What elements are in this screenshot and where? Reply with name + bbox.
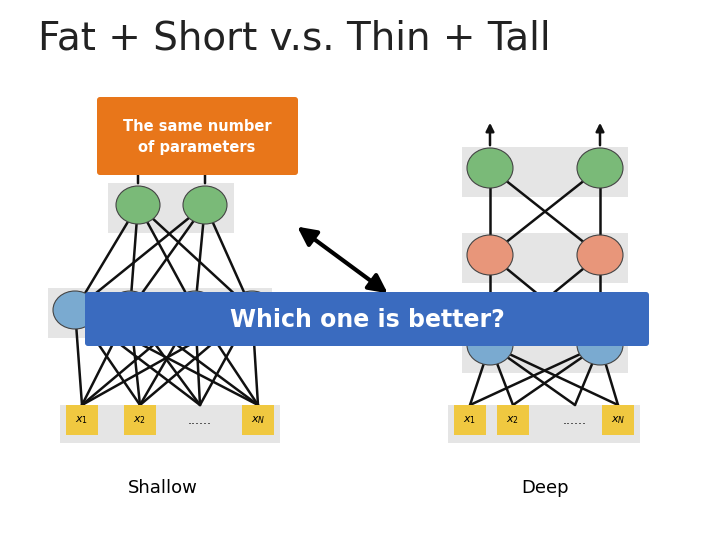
Ellipse shape bbox=[577, 235, 623, 275]
Text: $x_1$: $x_1$ bbox=[76, 414, 89, 426]
Text: $x_N$: $x_N$ bbox=[251, 414, 265, 426]
Bar bbox=[108, 183, 234, 233]
Bar bbox=[462, 323, 628, 373]
Ellipse shape bbox=[230, 291, 274, 329]
Text: The same number
of parameters: The same number of parameters bbox=[122, 119, 271, 155]
Bar bbox=[60, 405, 280, 443]
Text: Shallow: Shallow bbox=[128, 479, 198, 497]
Bar bbox=[242, 405, 274, 435]
Text: Deep: Deep bbox=[521, 479, 569, 497]
Bar bbox=[462, 147, 628, 197]
Ellipse shape bbox=[467, 325, 513, 365]
Text: $x_2$: $x_2$ bbox=[506, 414, 520, 426]
Bar bbox=[454, 405, 486, 435]
Ellipse shape bbox=[108, 291, 152, 329]
Ellipse shape bbox=[467, 235, 513, 275]
Text: Fat + Short v.s. Thin + Tall: Fat + Short v.s. Thin + Tall bbox=[38, 19, 551, 57]
Bar bbox=[66, 405, 98, 435]
FancyBboxPatch shape bbox=[97, 97, 298, 175]
Bar bbox=[462, 233, 628, 283]
Ellipse shape bbox=[577, 148, 623, 188]
Bar bbox=[124, 405, 156, 435]
FancyArrowPatch shape bbox=[301, 230, 384, 291]
Text: ......: ...... bbox=[563, 414, 587, 427]
Ellipse shape bbox=[53, 291, 97, 329]
Ellipse shape bbox=[183, 186, 227, 224]
Bar bbox=[48, 288, 272, 338]
Bar bbox=[448, 405, 640, 443]
Text: ......: ...... bbox=[188, 414, 212, 427]
Ellipse shape bbox=[577, 325, 623, 365]
Ellipse shape bbox=[116, 186, 160, 224]
Bar bbox=[602, 405, 634, 435]
Ellipse shape bbox=[173, 291, 217, 329]
FancyBboxPatch shape bbox=[85, 292, 649, 346]
Bar bbox=[497, 405, 529, 435]
Text: $x_N$: $x_N$ bbox=[611, 414, 625, 426]
Text: $x_2$: $x_2$ bbox=[133, 414, 146, 426]
Text: $x_1$: $x_1$ bbox=[464, 414, 477, 426]
Text: Which one is better?: Which one is better? bbox=[230, 308, 505, 332]
Ellipse shape bbox=[467, 148, 513, 188]
